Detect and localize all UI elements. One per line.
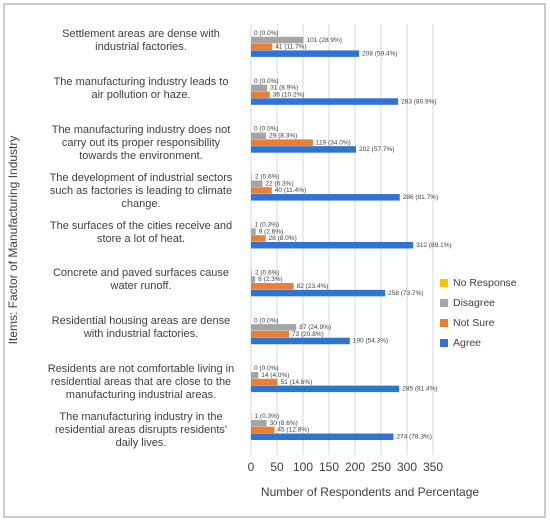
bar bbox=[251, 330, 289, 338]
bar bbox=[251, 194, 400, 201]
bar bbox=[251, 84, 268, 92]
x-tick-label: 0 bbox=[248, 460, 255, 474]
bar bbox=[251, 91, 270, 98]
category-label: Concrete and paved surfaces cause water … bbox=[52, 267, 230, 293]
bar bbox=[251, 324, 297, 331]
bar bbox=[251, 289, 386, 297]
bar bbox=[251, 146, 357, 153]
frame bbox=[3, 3, 546, 518]
bar bbox=[251, 173, 253, 181]
value-label: 82 (23.4%) bbox=[297, 283, 329, 290]
y-axis-title: Items: Factor of Manufacturing Industry bbox=[6, 136, 20, 345]
x-axis-title: Number of Respondents and Percentage bbox=[261, 485, 479, 499]
value-label: 0 (0.0%) bbox=[254, 78, 279, 85]
value-label: 73 (20.8%) bbox=[292, 331, 324, 338]
bar bbox=[251, 337, 350, 345]
value-label: 202 (57.7%) bbox=[359, 146, 394, 153]
category-label: Residents are not comfortable living in … bbox=[47, 363, 235, 402]
bar bbox=[251, 187, 272, 194]
bar bbox=[251, 139, 313, 146]
value-label: 29 (8.3%) bbox=[269, 133, 297, 140]
bar bbox=[251, 433, 394, 441]
bar bbox=[251, 180, 263, 187]
bar bbox=[251, 241, 414, 249]
value-label: 41 (11.7%) bbox=[275, 44, 306, 51]
value-label: 36 (10.2%) bbox=[273, 91, 305, 98]
bar bbox=[251, 413, 252, 420]
bar bbox=[251, 50, 360, 57]
legend-swatch bbox=[440, 299, 448, 307]
value-label: 258 (73.7%) bbox=[388, 290, 423, 297]
value-label: 2 (0.6%) bbox=[255, 269, 280, 276]
value-label: 9 (2.6%) bbox=[259, 228, 284, 235]
bar bbox=[251, 221, 252, 229]
value-label: 0 (0.0%) bbox=[254, 317, 279, 324]
bar bbox=[251, 385, 400, 393]
bar bbox=[251, 43, 273, 51]
bar bbox=[251, 132, 267, 140]
bar bbox=[251, 228, 256, 235]
category-label: The manufacturing industry does not carr… bbox=[51, 123, 231, 162]
legend-label: Not Sure bbox=[453, 317, 495, 329]
bar bbox=[251, 283, 294, 290]
value-label: 40 (11.4%) bbox=[275, 187, 306, 194]
x-tick-label: 300 bbox=[397, 460, 417, 474]
category-label: Residential housing areas are dense with… bbox=[51, 315, 231, 341]
value-label: 274 (78.3%) bbox=[396, 433, 431, 440]
value-label: 28 (8.0%) bbox=[269, 235, 297, 242]
x-tick-label: 100 bbox=[293, 460, 313, 474]
value-label: 283 (80.9%) bbox=[401, 98, 436, 105]
value-label: 31 (8.9%) bbox=[270, 85, 298, 92]
value-label: 1 (0.3%) bbox=[255, 413, 280, 420]
x-tick-label: 50 bbox=[270, 460, 284, 474]
legend-swatch bbox=[440, 279, 448, 287]
value-label: 14 (4.0%) bbox=[261, 372, 289, 379]
category-label: The surfaces of the cities receive and s… bbox=[49, 219, 233, 245]
legend-swatch bbox=[440, 319, 448, 327]
bar bbox=[251, 426, 275, 434]
bar bbox=[251, 372, 259, 379]
value-label: 286 (81.7%) bbox=[403, 194, 438, 201]
category-label: The manufacturing industry leads to air … bbox=[53, 75, 229, 101]
bar bbox=[251, 235, 266, 242]
value-label: 1 (0.3%) bbox=[255, 222, 280, 229]
value-label: 312 (89.1%) bbox=[416, 242, 451, 249]
x-tick-label: 150 bbox=[319, 460, 339, 474]
category-label: Settlement areas are dense with industri… bbox=[62, 28, 220, 53]
legend-label: No Response bbox=[453, 277, 517, 289]
value-label: 51 (14.6%) bbox=[281, 379, 313, 386]
value-label: 208 (59.4%) bbox=[362, 50, 397, 57]
bar bbox=[251, 36, 304, 44]
value-label: 2 (0.6%) bbox=[255, 174, 280, 181]
value-label: 0 (0.0%) bbox=[254, 365, 279, 372]
bar bbox=[251, 378, 278, 386]
value-label: 101 (28.9%) bbox=[307, 37, 342, 44]
category-label: The manufacturing industry in the reside… bbox=[54, 411, 228, 450]
x-tick-label: 200 bbox=[345, 460, 365, 474]
legend-swatch bbox=[440, 339, 448, 347]
legend-label: Agree bbox=[453, 337, 481, 349]
value-label: 22 (6.3%) bbox=[265, 180, 293, 187]
value-label: 45 (12.8%) bbox=[277, 427, 309, 434]
value-label: 190 (54.3%) bbox=[353, 338, 388, 345]
category-label: The development of industrial sectors su… bbox=[49, 171, 233, 210]
value-label: 8 (2.3%) bbox=[258, 276, 283, 283]
value-label: 87 (24.9%) bbox=[299, 324, 331, 331]
bar bbox=[251, 419, 267, 427]
value-label: 0 (0.0%) bbox=[254, 30, 279, 37]
x-tick-label: 250 bbox=[371, 460, 391, 474]
value-label: 119 (34.0%) bbox=[316, 139, 351, 146]
value-label: 30 (8.6%) bbox=[270, 420, 298, 427]
bar bbox=[251, 98, 399, 105]
legend-label: Disagree bbox=[453, 297, 495, 309]
value-label: 285 (81.4%) bbox=[402, 386, 437, 393]
bar bbox=[251, 269, 253, 276]
bar bbox=[251, 276, 256, 283]
value-label: 0 (0.0%) bbox=[254, 126, 279, 133]
x-tick-label: 350 bbox=[423, 460, 443, 474]
